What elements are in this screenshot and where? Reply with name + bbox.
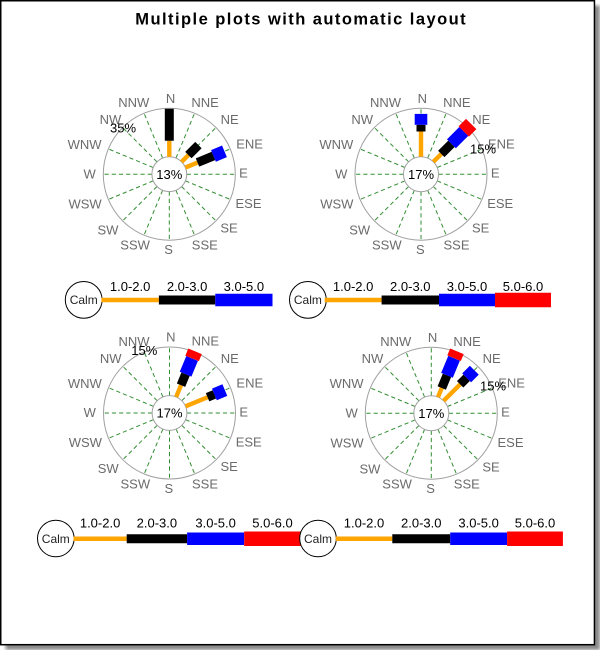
svg-text:3.0-5.0: 3.0-5.0 — [458, 516, 498, 531]
svg-text:E: E — [239, 404, 248, 419]
svg-text:SSW: SSW — [120, 238, 150, 253]
svg-text:WNW: WNW — [330, 376, 365, 391]
svg-text:SSW: SSW — [382, 477, 412, 492]
svg-text:NNW: NNW — [118, 334, 150, 349]
svg-text:17%: 17% — [156, 406, 182, 421]
svg-text:Calm: Calm — [70, 293, 98, 307]
svg-text:SE: SE — [220, 220, 238, 235]
svg-text:15%: 15% — [480, 379, 506, 394]
svg-text:5.0-6.0: 5.0-6.0 — [252, 516, 292, 531]
svg-text:NE: NE — [221, 351, 239, 366]
svg-text:WSW: WSW — [69, 435, 103, 450]
svg-text:W: W — [83, 166, 96, 181]
svg-text:ESE: ESE — [236, 435, 262, 450]
svg-text:Calm: Calm — [42, 532, 70, 546]
svg-text:SSE: SSE — [192, 476, 218, 491]
svg-text:W: W — [345, 405, 358, 420]
svg-text:ENE: ENE — [236, 375, 263, 390]
svg-text:S: S — [164, 242, 173, 257]
svg-text:WNW: WNW — [68, 137, 103, 152]
svg-text:E: E — [491, 166, 500, 181]
svg-text:3.0-5.0: 3.0-5.0 — [447, 279, 487, 294]
svg-text:NE: NE — [472, 112, 490, 127]
svg-text:2.0-3.0: 2.0-3.0 — [390, 279, 430, 294]
svg-text:W: W — [335, 166, 348, 181]
svg-text:SE: SE — [472, 220, 490, 235]
svg-text:NNE: NNE — [192, 334, 220, 349]
svg-text:3.0-5.0: 3.0-5.0 — [224, 279, 264, 294]
svg-text:NNW: NNW — [380, 334, 412, 349]
svg-text:SW: SW — [98, 461, 120, 476]
svg-text:NE: NE — [221, 112, 239, 127]
svg-text:E: E — [501, 405, 510, 420]
svg-text:2.0-3.0: 2.0-3.0 — [137, 516, 177, 531]
svg-text:NW: NW — [100, 112, 122, 127]
svg-text:SE: SE — [221, 459, 239, 474]
svg-text:ESE: ESE — [487, 196, 513, 211]
svg-text:NNE: NNE — [191, 95, 219, 110]
svg-text:NW: NW — [351, 112, 373, 127]
svg-text:2.0-3.0: 2.0-3.0 — [401, 516, 441, 531]
svg-text:3.0-5.0: 3.0-5.0 — [195, 516, 235, 531]
svg-text:SSE: SSE — [192, 238, 218, 253]
svg-text:1.0-2.0: 1.0-2.0 — [110, 279, 150, 294]
svg-text:NNW: NNW — [118, 95, 150, 110]
svg-text:SW: SW — [98, 222, 120, 237]
svg-text:ESE: ESE — [235, 196, 261, 211]
svg-text:Calm: Calm — [304, 532, 332, 546]
svg-text:NW: NW — [100, 351, 122, 366]
svg-text:SSW: SSW — [372, 238, 402, 253]
svg-text:Calm: Calm — [294, 293, 322, 307]
svg-text:SE: SE — [482, 459, 500, 474]
svg-text:S: S — [416, 242, 425, 257]
svg-text:ESE: ESE — [497, 435, 523, 450]
svg-text:SW: SW — [349, 222, 371, 237]
svg-text:W: W — [84, 405, 97, 420]
svg-text:1.0-2.0: 1.0-2.0 — [80, 516, 120, 531]
svg-text:2.0-3.0: 2.0-3.0 — [167, 279, 207, 294]
svg-text:ENE: ENE — [488, 137, 515, 152]
svg-text:15%: 15% — [131, 343, 157, 358]
svg-text:WNW: WNW — [68, 376, 103, 391]
svg-text:17%: 17% — [408, 167, 434, 182]
svg-text:NNE: NNE — [453, 334, 481, 349]
svg-text:WSW: WSW — [320, 196, 354, 211]
svg-text:17%: 17% — [418, 406, 444, 421]
svg-text:E: E — [239, 166, 248, 181]
svg-text:N: N — [418, 91, 427, 106]
svg-text:ENE: ENE — [498, 376, 525, 391]
svg-text:SSE: SSE — [454, 477, 480, 492]
svg-text:35%: 35% — [110, 121, 136, 136]
svg-text:WSW: WSW — [68, 196, 102, 211]
svg-text:N: N — [166, 330, 175, 345]
svg-text:NW: NW — [362, 351, 384, 366]
svg-text:1.0-2.0: 1.0-2.0 — [344, 516, 384, 531]
svg-text:NE: NE — [483, 351, 501, 366]
svg-text:NNE: NNE — [443, 95, 471, 110]
svg-text:SW: SW — [360, 461, 382, 476]
svg-text:5.0-6.0: 5.0-6.0 — [515, 516, 555, 531]
svg-text:NNW: NNW — [370, 95, 402, 110]
svg-text:S: S — [426, 481, 435, 496]
svg-text:13%: 13% — [156, 167, 182, 182]
svg-text:Multiple plots with automatic: Multiple plots with automatic layout — [135, 11, 467, 29]
svg-text:N: N — [428, 330, 437, 345]
svg-text:WNW: WNW — [319, 137, 354, 152]
svg-text:SSW: SSW — [120, 476, 150, 491]
svg-text:WSW: WSW — [330, 435, 364, 450]
svg-text:SSE: SSE — [443, 238, 469, 253]
svg-text:ENE: ENE — [236, 137, 263, 152]
svg-text:S: S — [164, 481, 173, 496]
svg-text:1.0-2.0: 1.0-2.0 — [333, 279, 373, 294]
svg-text:15%: 15% — [470, 142, 496, 157]
svg-text:N: N — [166, 91, 175, 106]
svg-text:5.0-6.0: 5.0-6.0 — [503, 279, 543, 294]
